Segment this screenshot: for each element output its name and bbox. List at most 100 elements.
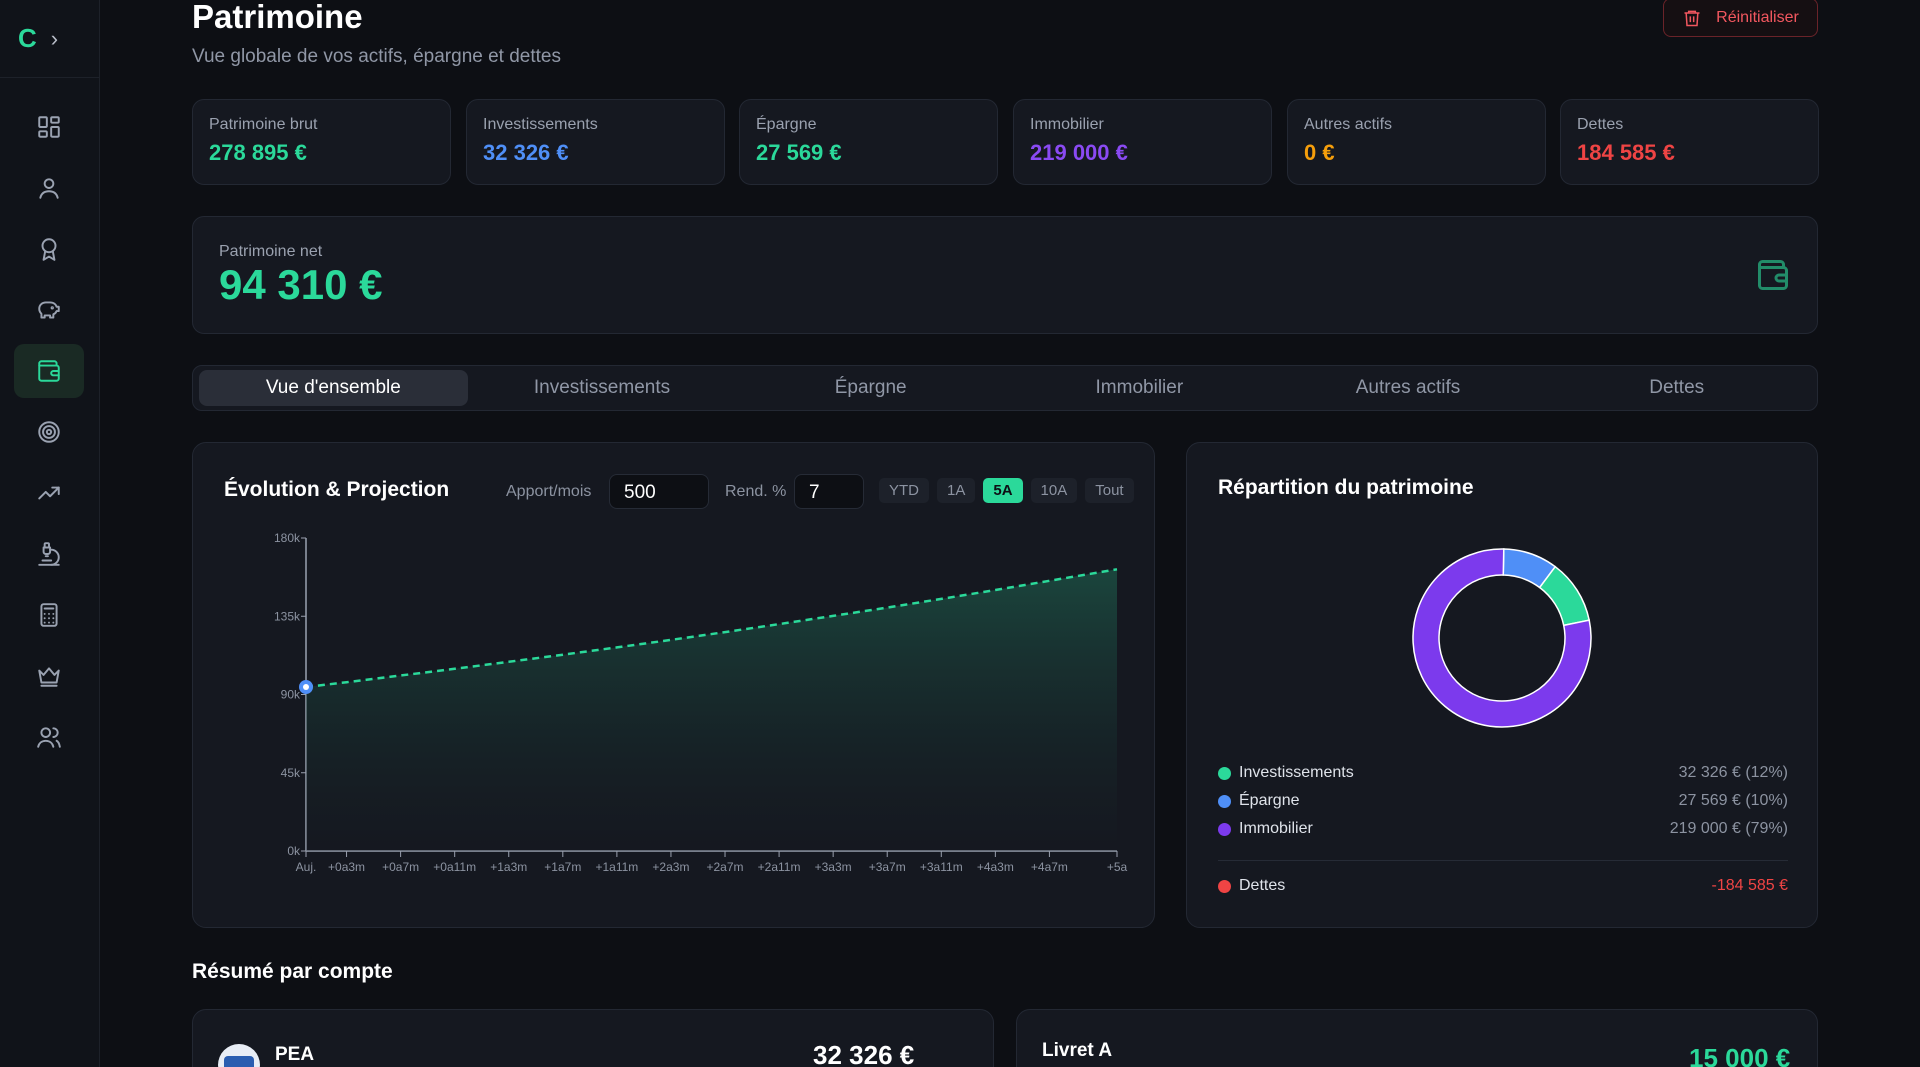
account-name: PEA	[275, 1044, 315, 1065]
sidebar-item-premium[interactable]	[14, 649, 84, 703]
tab-investments[interactable]: Investissements	[533, 377, 671, 398]
x-tick-label: +3a3m	[815, 860, 852, 874]
range-1a-button[interactable]: 1A	[937, 478, 976, 503]
stat-value: 32 326 €	[483, 140, 569, 165]
y-tick-label: 135k	[274, 609, 301, 623]
award-icon	[41, 238, 57, 261]
sidebar-item-profile[interactable]	[14, 161, 84, 215]
page-subtitle: Vue globale de vos actifs, épargne et de…	[192, 46, 561, 67]
legend-item-investments: Investissements 32 326 € (12%)	[1218, 761, 1788, 785]
sidebar-item-goals[interactable]	[14, 222, 84, 276]
account-card-livret-a[interactable]: Livret A 15 000 €	[1016, 1009, 1818, 1067]
sidebar-item-patrimoine[interactable]	[14, 344, 84, 398]
stat-label: Immobilier	[1030, 116, 1104, 133]
y-tick-label: 90k	[281, 688, 301, 702]
stat-label: Investissements	[483, 116, 598, 133]
sidebar-item-performance[interactable]	[14, 466, 84, 520]
donut-slice-immobilier[interactable]	[1412, 548, 1592, 728]
legend-name: Dettes	[1239, 877, 1286, 894]
account-value: 32 326 €	[813, 1040, 915, 1067]
sidebar-item-simulator[interactable]	[14, 588, 84, 642]
tab-other-assets[interactable]: Autres actifs	[1355, 377, 1461, 398]
user-icon	[39, 178, 59, 199]
x-tick-label: +5a	[1107, 860, 1128, 874]
rend-input[interactable]: 7	[794, 474, 864, 509]
legend-dot	[1218, 766, 1231, 780]
reset-label: Réinitialiser	[1716, 8, 1799, 26]
calculator-icon	[40, 603, 58, 627]
legend-item-savings: Épargne 27 569 € (10%)	[1218, 789, 1788, 813]
tab-debts[interactable]: Dettes	[1649, 377, 1705, 398]
range-ytd-button[interactable]: YTD	[879, 478, 929, 503]
legend-item-real-estate: Immobilier 219 000 € (79%)	[1218, 817, 1788, 841]
piggy-bank-icon	[38, 301, 60, 319]
tab-overview[interactable]: Vue d'ensemble	[199, 370, 468, 406]
today-marker-center	[303, 684, 309, 691]
reset-button[interactable]: Réinitialiser	[1663, 0, 1818, 37]
legend-dot	[1218, 822, 1231, 836]
range-5a-button[interactable]: 5A	[983, 478, 1023, 503]
repartition-donut	[1412, 548, 1592, 728]
account-name: Livret A	[1042, 1040, 1113, 1061]
legend-name: Immobilier	[1239, 820, 1313, 837]
x-tick-label: +4a7m	[1031, 860, 1068, 874]
net-worth-icon-wrap	[1755, 257, 1791, 298]
sidebar-expand-button[interactable]: ›	[50, 25, 59, 51]
x-tick-label: +2a3m	[652, 860, 689, 874]
net-worth-card: Patrimoine net 94 310 €	[192, 216, 1818, 334]
stat-value: 0 €	[1304, 140, 1335, 165]
stat-card-savings: Épargne 27 569 €	[739, 99, 998, 185]
legend-name: Épargne	[1239, 792, 1300, 809]
stat-value: 184 585 €	[1577, 140, 1675, 165]
x-tick-label: +0a7m	[382, 860, 419, 874]
range-tout-button[interactable]: Tout	[1085, 478, 1134, 503]
target-icon	[38, 421, 60, 443]
stat-value: 278 895 €	[209, 140, 307, 165]
legend-value: 27 569 € (10%)	[1678, 792, 1788, 809]
sidebar-item-savings[interactable]	[14, 283, 84, 337]
sidebar-header: C ›	[0, 0, 99, 78]
repartition-card: Répartition du patrimoine Investissement…	[1186, 442, 1818, 928]
y-tick-label: 45k	[281, 766, 301, 780]
repartition-title: Répartition du patrimoine	[1218, 476, 1474, 499]
dashboard-icon	[38, 116, 60, 138]
x-tick-label: +1a11m	[595, 860, 638, 874]
x-tick-label: +3a11m	[920, 860, 963, 874]
projection-line	[305, 568, 1118, 689]
stat-label: Patrimoine brut	[209, 116, 318, 133]
legend-value: 32 326 € (12%)	[1678, 764, 1788, 781]
x-tick-label: +4a3m	[977, 860, 1014, 874]
net-worth-label: Patrimoine net	[219, 243, 323, 260]
x-tick-label: +2a7m	[707, 860, 744, 874]
sidebar-item-dashboard[interactable]	[14, 100, 84, 154]
sidebar-item-targets[interactable]	[14, 405, 84, 459]
account-card-pea[interactable]: PEA 32 326 €	[192, 1009, 994, 1067]
legend-value: -184 585 €	[1711, 877, 1788, 894]
sidebar-item-analysis[interactable]	[14, 527, 84, 581]
projection-area	[306, 569, 1117, 851]
patrimoine-tabs: Vue d'ensemble Investissements Épargne I…	[192, 365, 1818, 411]
stat-label: Dettes	[1577, 116, 1624, 133]
wallet-icon	[38, 360, 60, 382]
wallet-icon	[1758, 260, 1788, 290]
x-tick-label: +0a11m	[433, 860, 476, 874]
stat-card-other-assets: Autres actifs 0 €	[1287, 99, 1546, 185]
trash-icon	[1684, 10, 1700, 26]
x-tick-label: +0a3m	[328, 860, 365, 874]
users-icon	[37, 727, 61, 748]
y-tick-label: 0k	[287, 844, 301, 858]
y-tick-label: 180k	[274, 531, 301, 545]
stat-value: 219 000 €	[1030, 140, 1128, 165]
apport-label: Apport/mois	[506, 483, 592, 500]
tab-real-estate[interactable]: Immobilier	[1095, 377, 1184, 398]
app-logo[interactable]: C	[18, 23, 37, 53]
legend-item-debts: Dettes -184 585 €	[1218, 874, 1788, 898]
tab-savings[interactable]: Épargne	[834, 377, 907, 398]
sidebar-item-community[interactable]	[14, 710, 84, 764]
rend-label: Rend. %	[725, 483, 787, 500]
bank-logo-icon	[218, 1044, 260, 1067]
range-10a-button[interactable]: 10A	[1030, 478, 1078, 503]
apport-input[interactable]: 500	[609, 474, 709, 509]
sidebar: C ›	[0, 0, 100, 1067]
net-worth-value: 94 310 €	[219, 261, 383, 308]
